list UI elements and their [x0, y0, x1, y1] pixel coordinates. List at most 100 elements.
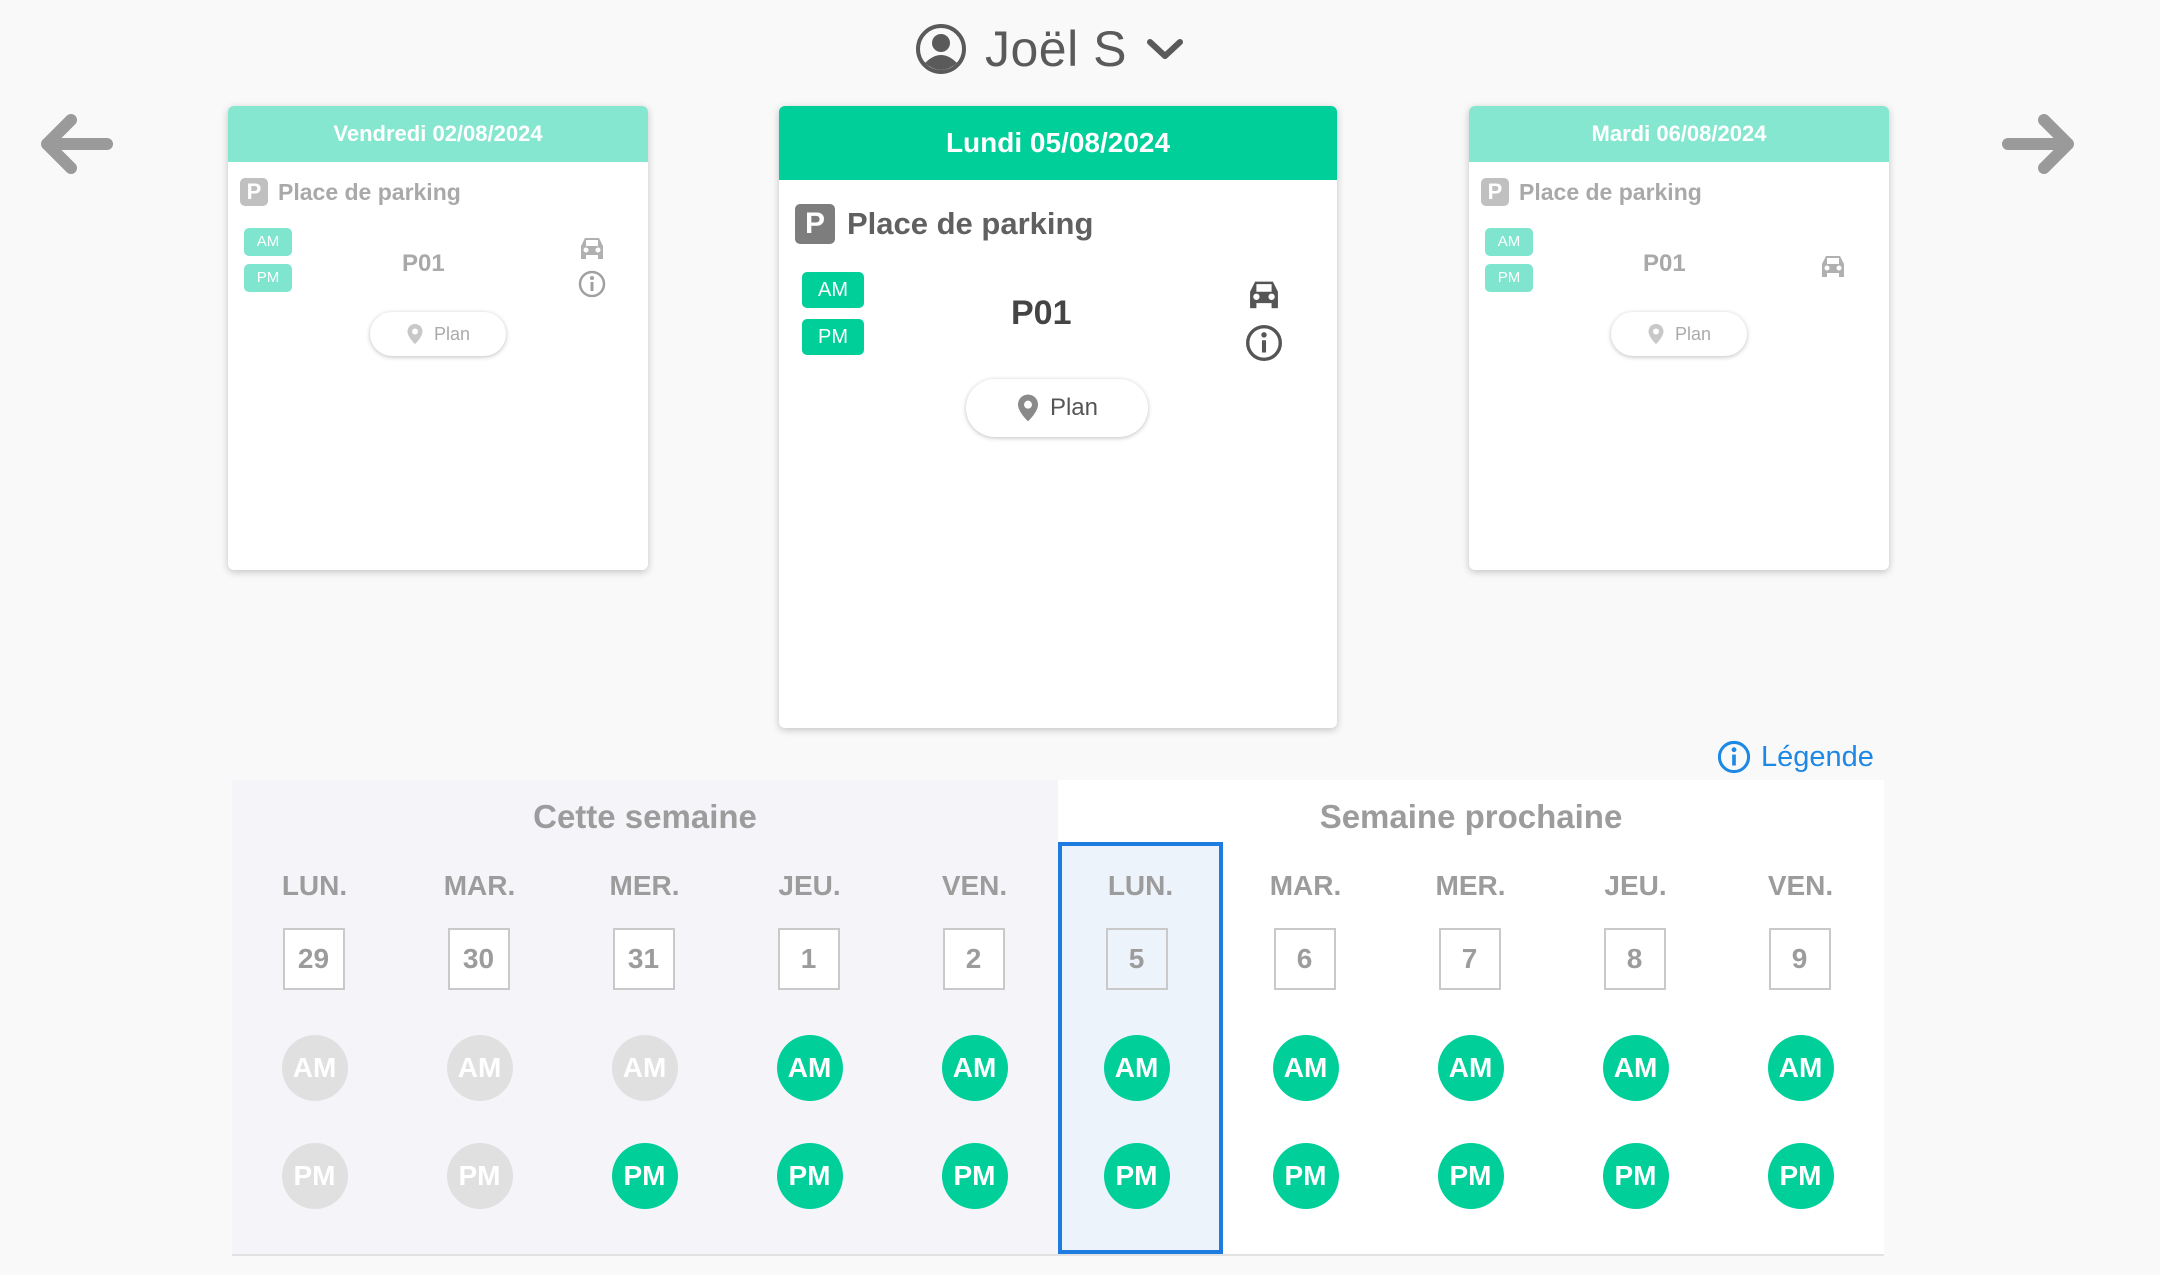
day-name: MER.: [1435, 870, 1506, 901]
day-number[interactable]: 6: [1273, 928, 1336, 990]
pm-toggle[interactable]: PM: [1602, 1143, 1669, 1209]
am-badge: AM: [1485, 228, 1533, 256]
day-column: VEN. 2 AM PM: [892, 780, 1057, 1254]
user-name: Joël S: [985, 21, 1127, 77]
legend-link[interactable]: Légende: [1717, 740, 1874, 774]
plan-button[interactable]: Plan: [966, 379, 1148, 437]
day-column: MAR. 6 AM PM: [1223, 780, 1388, 1254]
plan-label: Plan: [1674, 323, 1712, 344]
slot-label: P01: [1643, 250, 1686, 277]
day-column: VEN. 9 AM PM: [1718, 780, 1883, 1254]
am-toggle[interactable]: AM: [1103, 1035, 1170, 1101]
parking-icon: P: [1481, 178, 1509, 206]
day-column: MER. 31 AM PM: [562, 780, 727, 1254]
day-column: MER. 7 AM PM: [1388, 780, 1553, 1254]
resource-title: P Place de parking: [1481, 178, 1702, 206]
pm-toggle[interactable]: PM: [1437, 1143, 1504, 1209]
pm-toggle[interactable]: PM: [281, 1143, 348, 1209]
resource-title: P Place de parking: [240, 178, 461, 206]
am-toggle[interactable]: AM: [1272, 1035, 1339, 1101]
day-column: JEU. 8 AM PM: [1553, 780, 1718, 1254]
am-toggle[interactable]: AM: [1602, 1035, 1669, 1101]
plan-button[interactable]: Plan: [370, 312, 506, 356]
pm-badge: PM: [1485, 264, 1533, 292]
day-name: LUN.: [281, 870, 348, 901]
day-number[interactable]: 5: [1105, 928, 1168, 990]
day-name: MAR.: [443, 870, 516, 901]
slot-label: P01: [1011, 294, 1072, 332]
card-date: Mardi 06/08/2024: [1469, 106, 1889, 162]
pm-toggle[interactable]: PM: [1272, 1143, 1339, 1209]
plan-label: Plan: [1049, 394, 1099, 421]
arrow-left-icon[interactable]: [35, 112, 115, 176]
day-number[interactable]: 1: [777, 928, 840, 990]
user-selector[interactable]: Joël S: [915, 18, 1185, 80]
week-next: Semaine prochaine LUN. 5 AM PM MAR. 6 AM…: [1058, 780, 1884, 1256]
am-toggle[interactable]: AM: [446, 1035, 513, 1101]
pm-toggle[interactable]: PM: [1767, 1143, 1834, 1209]
plan-label: Plan: [433, 323, 471, 344]
info-icon[interactable]: [578, 270, 606, 298]
info-icon[interactable]: [1245, 324, 1283, 362]
pm-toggle[interactable]: PM: [611, 1143, 678, 1209]
day-name: MAR.: [1269, 870, 1342, 901]
am-toggle[interactable]: AM: [776, 1035, 843, 1101]
resource-title: P Place de parking: [795, 204, 1093, 244]
am-toggle[interactable]: AM: [1767, 1035, 1834, 1101]
pm-toggle[interactable]: PM: [776, 1143, 843, 1209]
slot-label: P01: [402, 250, 445, 277]
arrow-right-icon[interactable]: [2000, 112, 2080, 176]
map-pin-icon: [1017, 394, 1038, 422]
week-this: Cette semaine LUN. 29 AM PM MAR. 30 AM P…: [232, 780, 1058, 1256]
card-date: Vendredi 02/08/2024: [228, 106, 648, 162]
day-column: MAR. 30 AM PM: [397, 780, 562, 1254]
day-card-previous[interactable]: Vendredi 02/08/2024 P Place de parking A…: [228, 106, 648, 570]
map-pin-icon: [1648, 324, 1664, 344]
day-number[interactable]: 31: [612, 928, 675, 990]
am-badge: AM: [244, 228, 292, 256]
pm-toggle[interactable]: PM: [1103, 1143, 1170, 1209]
user-circle-icon: [916, 24, 966, 74]
am-toggle[interactable]: AM: [941, 1035, 1008, 1101]
am-toggle[interactable]: AM: [611, 1035, 678, 1101]
pm-badge: PM: [802, 319, 864, 355]
am-toggle[interactable]: AM: [281, 1035, 348, 1101]
day-name: JEU.: [778, 870, 841, 901]
day-name: LUN.: [1107, 870, 1174, 901]
day-number[interactable]: 29: [282, 928, 345, 990]
map-pin-icon: [407, 324, 423, 344]
week-title: Cette semaine: [533, 798, 757, 835]
day-column-selected[interactable]: LUN. 5 AM PM: [1058, 842, 1223, 1254]
week-title: Semaine prochaine: [1319, 798, 1623, 835]
day-name: VEN.: [1767, 870, 1834, 901]
chevron-down-icon[interactable]: [1145, 34, 1185, 64]
day-card-next[interactable]: Mardi 06/08/2024 P Place de parking AM P…: [1469, 106, 1889, 570]
pm-badge: PM: [244, 264, 292, 292]
day-name: JEU.: [1604, 870, 1667, 901]
info-icon: [1717, 740, 1751, 774]
card-date: Lundi 05/08/2024: [779, 106, 1337, 180]
day-number[interactable]: 7: [1438, 928, 1501, 990]
day-name: VEN.: [941, 870, 1008, 901]
car-icon: [1822, 256, 1844, 277]
day-number[interactable]: 30: [447, 928, 510, 990]
day-column: JEU. 1 AM PM: [727, 780, 892, 1254]
day-number[interactable]: 8: [1603, 928, 1666, 990]
am-toggle[interactable]: AM: [1437, 1035, 1504, 1101]
car-icon: [581, 238, 603, 259]
day-card-current[interactable]: Lundi 05/08/2024 P Place de parking AM P…: [779, 106, 1337, 728]
resource-label: Place de parking: [278, 178, 461, 205]
day-number[interactable]: 9: [1768, 928, 1831, 990]
pm-toggle[interactable]: PM: [446, 1143, 513, 1209]
parking-icon: P: [240, 178, 268, 206]
day-name: MER.: [609, 870, 680, 901]
pm-toggle[interactable]: PM: [941, 1143, 1008, 1209]
am-badge: AM: [802, 272, 864, 308]
day-column: LUN. 29 AM PM: [232, 780, 397, 1254]
legend-label: Légende: [1761, 740, 1874, 773]
day-number[interactable]: 2: [942, 928, 1005, 990]
plan-button[interactable]: Plan: [1611, 312, 1747, 356]
parking-icon: P: [795, 204, 835, 244]
car-icon: [1250, 281, 1278, 309]
resource-label: Place de parking: [847, 206, 1094, 241]
